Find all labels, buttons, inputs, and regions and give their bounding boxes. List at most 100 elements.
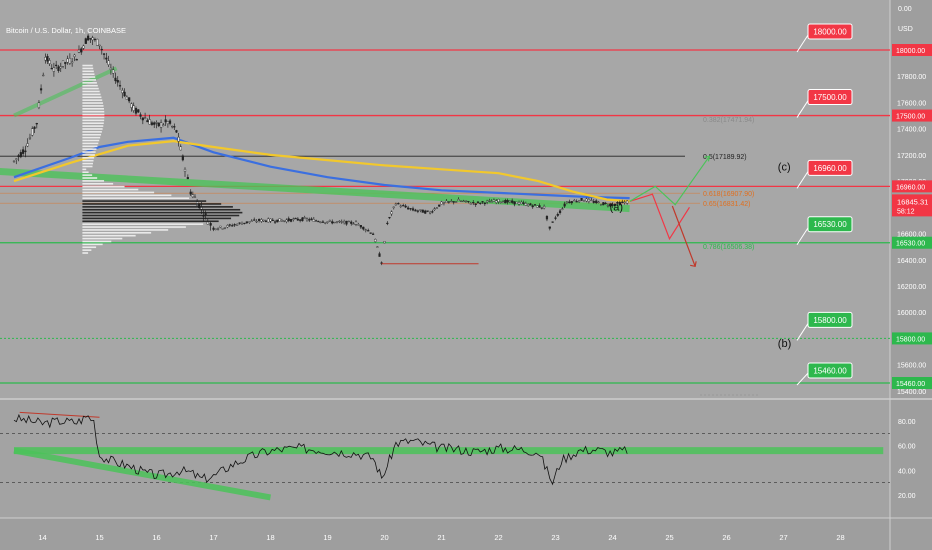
candle-body — [606, 205, 610, 207]
axis-top-value: 0.00 — [898, 6, 912, 13]
candle-body — [543, 206, 546, 209]
candle-body — [438, 204, 441, 207]
candle-body — [19, 152, 22, 158]
candle-body — [44, 57, 47, 61]
callout-label-4: 15800.00 — [813, 316, 847, 325]
wave-label-2: (c) — [778, 162, 791, 174]
candle-body — [238, 222, 241, 224]
candle-body — [335, 221, 339, 223]
axis-tick-15: 15600.00 — [897, 363, 926, 370]
candle-body — [369, 232, 372, 234]
candle-body — [153, 122, 156, 125]
volume-profile-bar — [82, 214, 240, 217]
volume-profile-bar — [82, 107, 104, 110]
time-label-3: 17 — [209, 533, 217, 542]
candle-body — [61, 60, 65, 67]
axis-level-tag-text-7: 16960.00 — [896, 184, 925, 191]
volume-profile-bar — [82, 151, 96, 153]
volume-profile-bar — [82, 116, 105, 119]
volume-profile-bar — [82, 234, 136, 237]
rsi-axis-tick-2: 40.00 — [898, 468, 916, 475]
candle-body — [442, 202, 446, 204]
candle-body — [445, 200, 448, 203]
candle-body — [582, 200, 586, 202]
ma-blue-line — [13, 136, 630, 200]
candle-body — [464, 200, 468, 202]
candle-body — [595, 200, 598, 204]
price-axis[interactable]: 0.00 USD 18000.00 17800.00 17600.00 17500.00 1… — [892, 6, 932, 500]
candle-body — [296, 218, 299, 221]
current-price-tag — [892, 194, 932, 217]
time-axis[interactable]: 14 15 16 17 18 19 20 21 22 23 24 25 26 27 28 — [38, 533, 844, 542]
volume-profile-bar — [82, 145, 98, 148]
candle-body — [372, 233, 375, 235]
axis-level-tag-text-3: 17500.00 — [896, 114, 925, 121]
candle-body — [570, 201, 573, 204]
candle-body — [258, 219, 261, 221]
candle-body — [481, 201, 484, 203]
volume-profile-bar — [82, 220, 219, 223]
candle-body — [578, 200, 581, 202]
candle-body — [150, 122, 154, 125]
volume-profile-bar — [82, 139, 100, 142]
candle-body — [75, 58, 78, 61]
candle-body — [462, 200, 465, 203]
candle-body — [68, 57, 71, 64]
fib-label-4: 0.786(16506.38) — [703, 244, 754, 251]
candle-body — [233, 224, 236, 226]
candle-body — [102, 53, 106, 55]
candle-body — [590, 199, 593, 202]
candle-body — [26, 143, 29, 147]
candle-body — [476, 201, 480, 203]
candle-body — [488, 200, 491, 202]
candle-body — [105, 57, 108, 60]
candle-body — [411, 208, 415, 211]
ma-yellow-line — [13, 139, 630, 203]
candle-body — [501, 201, 505, 204]
candle-body — [397, 202, 400, 205]
candle-body — [134, 108, 138, 114]
candles — [12, 33, 629, 266]
volume-profile-bar — [82, 159, 94, 162]
candle-body — [39, 88, 43, 91]
candle-body — [177, 136, 180, 142]
callout-label-3: 16530.00 — [813, 220, 847, 229]
callout-label-2: 16960.00 — [813, 164, 847, 173]
candle-body — [112, 69, 115, 74]
candle-body — [310, 218, 313, 220]
volume-profile-bar — [82, 90, 100, 93]
candle-body — [524, 203, 527, 206]
rsi-pane[interactable] — [0, 400, 890, 518]
time-label-12: 26 — [722, 533, 730, 542]
volume-profile-bar — [82, 154, 95, 156]
axis-level-tag-16 — [892, 377, 932, 389]
candle-body — [264, 220, 268, 222]
candle-body — [66, 58, 69, 63]
volume-profile-bar — [82, 194, 172, 197]
candle-body — [515, 201, 518, 204]
candle-body — [130, 103, 133, 108]
candle-body — [350, 221, 353, 224]
candle-body — [146, 120, 149, 123]
time-label-2: 16 — [152, 533, 160, 542]
time-label-10: 24 — [608, 533, 616, 542]
candle-body — [219, 225, 222, 228]
candle-body — [125, 96, 128, 100]
axis-level-tag-7 — [892, 180, 932, 193]
current-price-countdown: 58:12 — [897, 208, 915, 215]
candle-body — [340, 221, 343, 223]
candle-body — [96, 38, 99, 46]
candle-body — [15, 158, 18, 160]
candle-body — [118, 85, 122, 87]
candle-body — [611, 204, 614, 206]
candle-body — [181, 155, 184, 161]
candle-body — [55, 64, 58, 66]
candle-body — [561, 208, 564, 210]
candle-body — [46, 56, 49, 62]
candle-body — [421, 209, 424, 213]
axis-tick-5: 17200.00 — [897, 153, 926, 160]
axis-tick-4: 17400.00 — [897, 127, 926, 134]
callout-label-0: 18000.00 — [813, 28, 847, 37]
candle-body — [31, 128, 34, 136]
